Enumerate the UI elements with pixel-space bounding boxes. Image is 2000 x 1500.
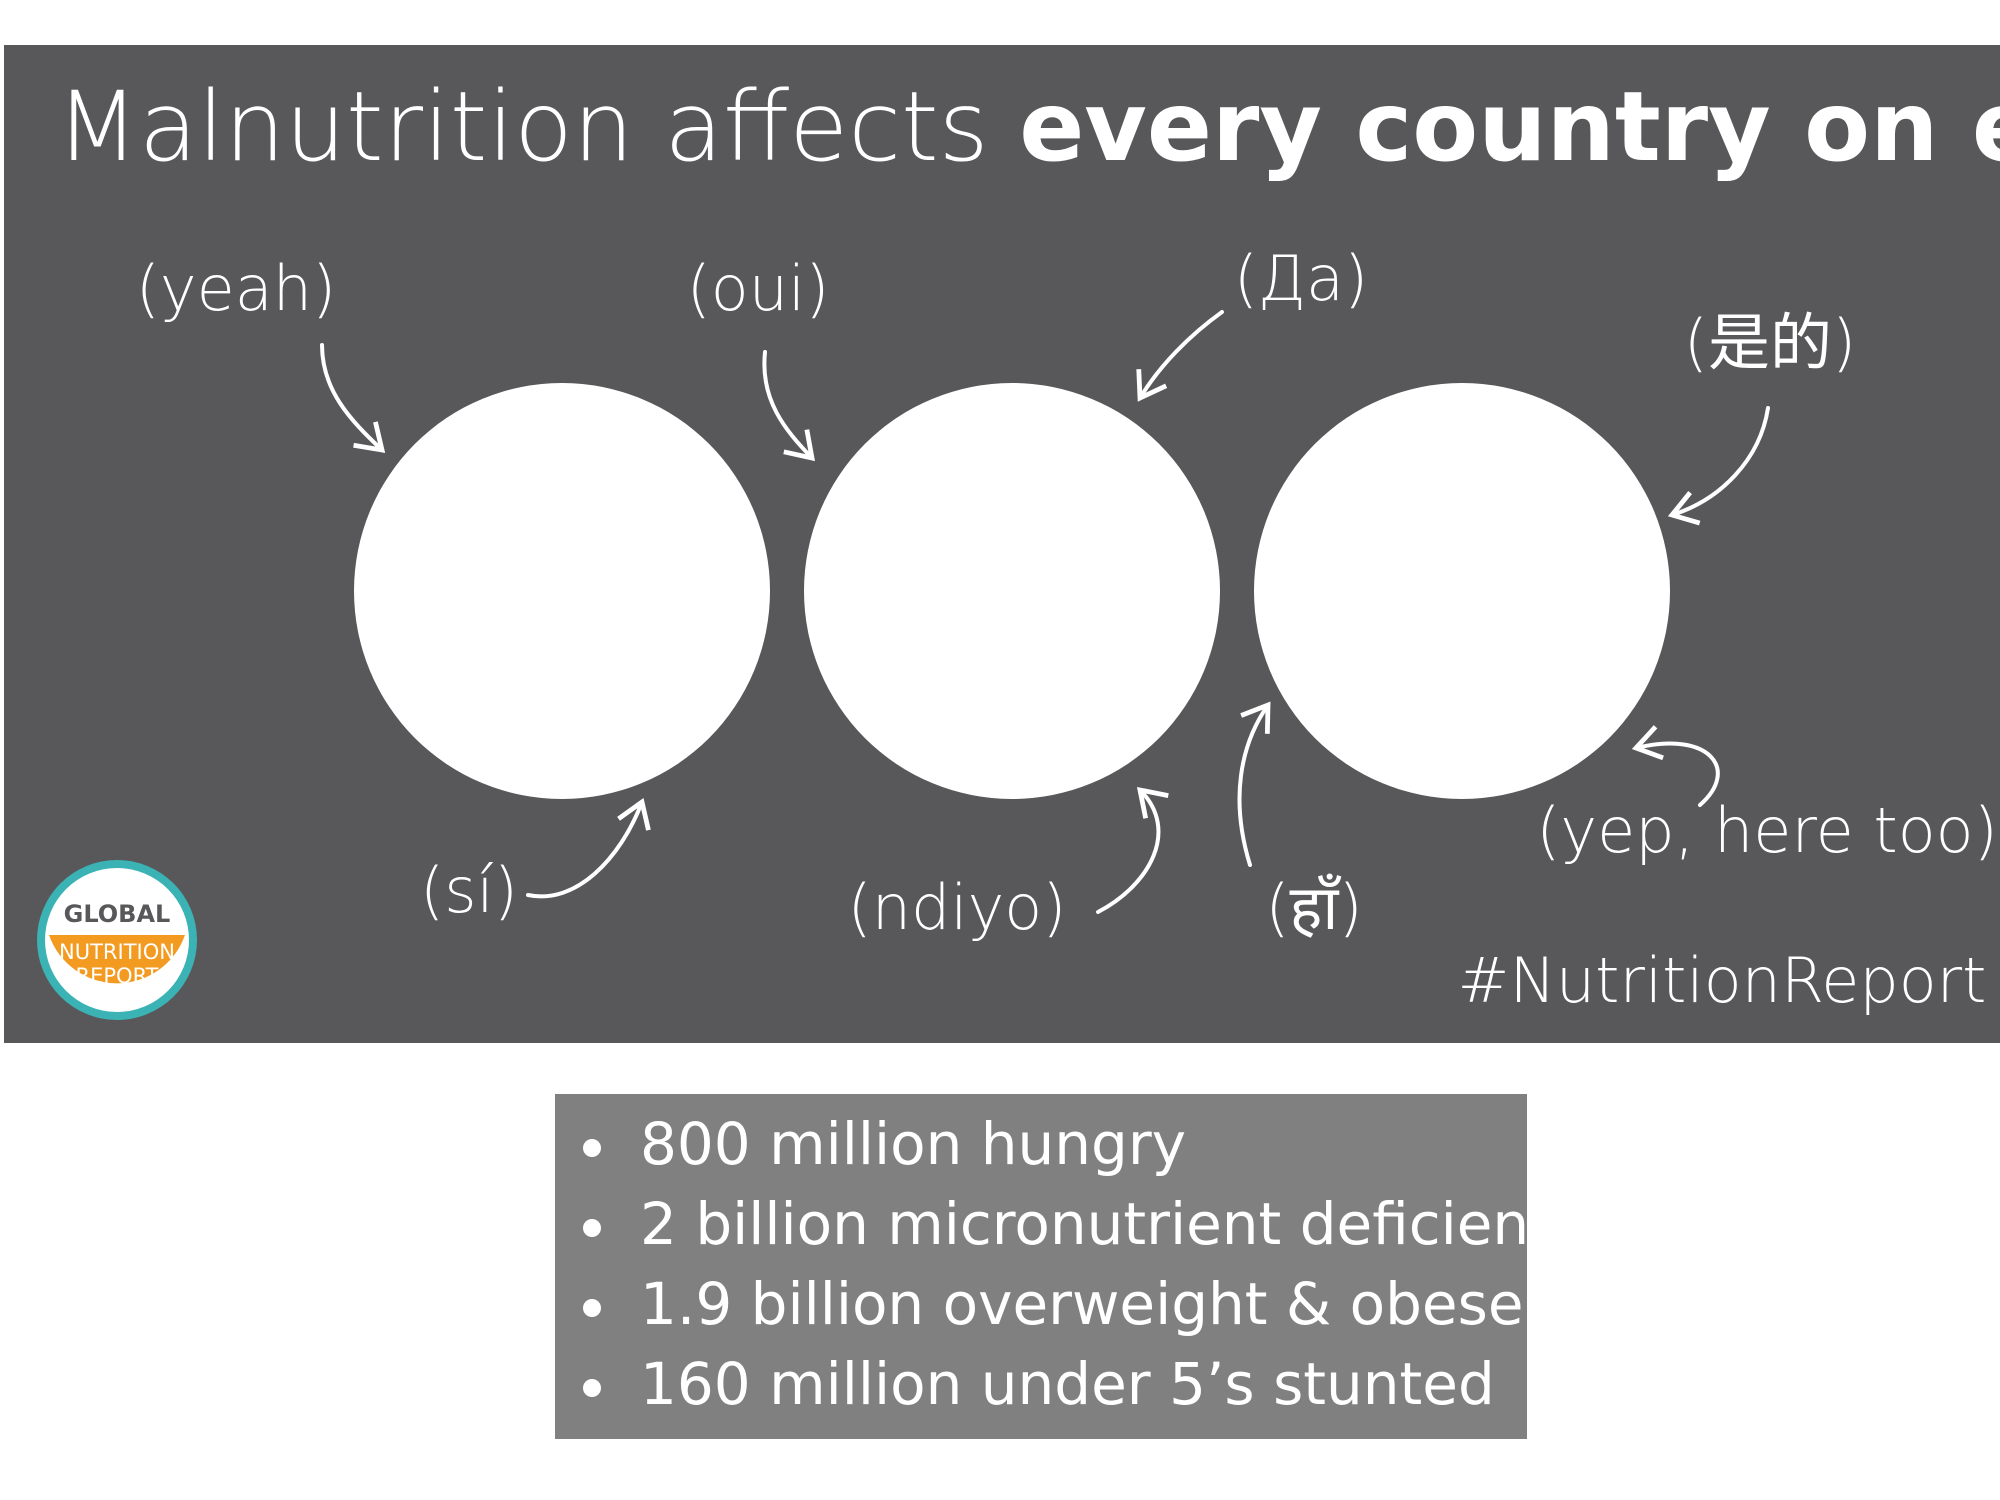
- arrow: [762, 350, 816, 462]
- title-bold: every country on earth: [1019, 71, 2000, 183]
- bullet-dot: [583, 1379, 601, 1397]
- logo-text: GLOBAL: [64, 900, 171, 928]
- label: (sí): [420, 854, 518, 927]
- title: Malnutrition affects every country on ea…: [56, 71, 2000, 183]
- logo-text: 2015: [99, 991, 135, 1007]
- label: (yeah): [136, 252, 337, 325]
- globe-asia-australia: [1254, 383, 1670, 799]
- bullet-text: 1.9 billion overweight & obese: [640, 1270, 1524, 1338]
- globe-americas: [354, 383, 770, 799]
- bullet-dot: [583, 1219, 601, 1237]
- arrow: [1667, 406, 1770, 526]
- label: (oui): [687, 252, 830, 325]
- bullet-text: 800 million hungry: [640, 1110, 1186, 1178]
- logo-text: NUTRITION: [59, 940, 175, 964]
- label: (是的): [1684, 306, 1856, 379]
- bullet-text: 2 billion micronutrient deficient: [640, 1190, 1552, 1258]
- bullet-text: 160 million under 5’s stunted: [640, 1350, 1495, 1418]
- globe-africa-europe: [804, 383, 1220, 799]
- arrow: [1631, 725, 1720, 807]
- bullet-dot: [583, 1299, 601, 1317]
- label: (ndiyo): [848, 871, 1067, 944]
- logo-text: REPORT: [76, 964, 159, 988]
- title-light: Malnutrition affects: [56, 71, 1019, 183]
- stats-box: [555, 1094, 1527, 1439]
- hashtag: #NutritionReport: [1458, 944, 1987, 1017]
- arrow: [1237, 701, 1271, 867]
- arrow: [526, 797, 651, 899]
- arrow: [1096, 786, 1169, 914]
- logo: GLOBAL NUTRITION REPORT 2015: [37, 860, 197, 1020]
- label: (yep, here too): [1536, 794, 1998, 867]
- arrow: [320, 343, 386, 453]
- bullet-list: 800 million hungry 2 billion micronutrien…: [583, 1110, 1552, 1418]
- arrow: [1136, 310, 1224, 402]
- label: (हाँ): [1265, 871, 1362, 944]
- label: (Да): [1234, 242, 1369, 315]
- bullet-dot: [583, 1139, 601, 1157]
